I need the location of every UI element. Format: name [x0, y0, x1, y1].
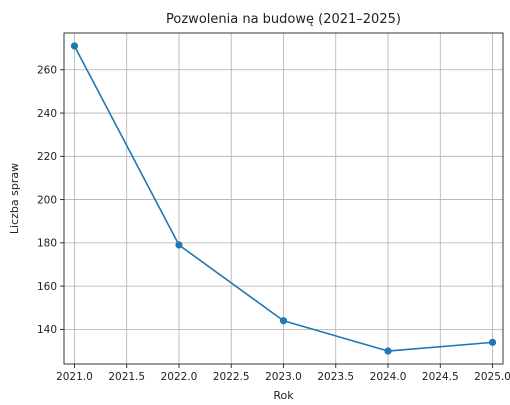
- x-tick-label: 2024.0: [370, 371, 407, 383]
- y-tick-label: 200: [37, 194, 57, 206]
- x-tick-label: 2021.5: [108, 371, 145, 383]
- x-tick-label: 2022.0: [161, 371, 198, 383]
- data-point: [70, 42, 79, 50]
- y-tick-label: 260: [37, 65, 57, 77]
- data-point: [384, 347, 392, 355]
- x-tick-label: 2025.0: [474, 371, 510, 383]
- chart-title: Pozwolenia na budowę (2021–2025): [166, 12, 401, 27]
- x-axis-label: Rok: [273, 389, 294, 401]
- x-tick-label: 2023.0: [265, 371, 302, 383]
- x-tick-label: 2023.5: [317, 371, 354, 383]
- data-point: [175, 241, 183, 249]
- x-tick-label: 2021.0: [56, 371, 93, 383]
- y-tick-label: 160: [37, 281, 57, 293]
- y-tick-label: 240: [37, 108, 57, 120]
- y-tick-label: 220: [37, 151, 57, 163]
- x-tick-label: 2024.5: [422, 371, 459, 383]
- data-point: [488, 338, 497, 346]
- y-axis-label: Liczba spraw: [8, 163, 21, 234]
- series-layer: [70, 42, 497, 355]
- data-point: [279, 317, 288, 325]
- y-tick-label: 140: [37, 324, 57, 336]
- x-tick-label: 2022.5: [213, 371, 250, 383]
- ticks-layer: 2021.0 2021.5 2022.0 2022.5 2023.0 2023.5 2024…: [37, 65, 510, 383]
- grid-layer: [64, 33, 503, 364]
- y-tick-label: 180: [37, 238, 57, 250]
